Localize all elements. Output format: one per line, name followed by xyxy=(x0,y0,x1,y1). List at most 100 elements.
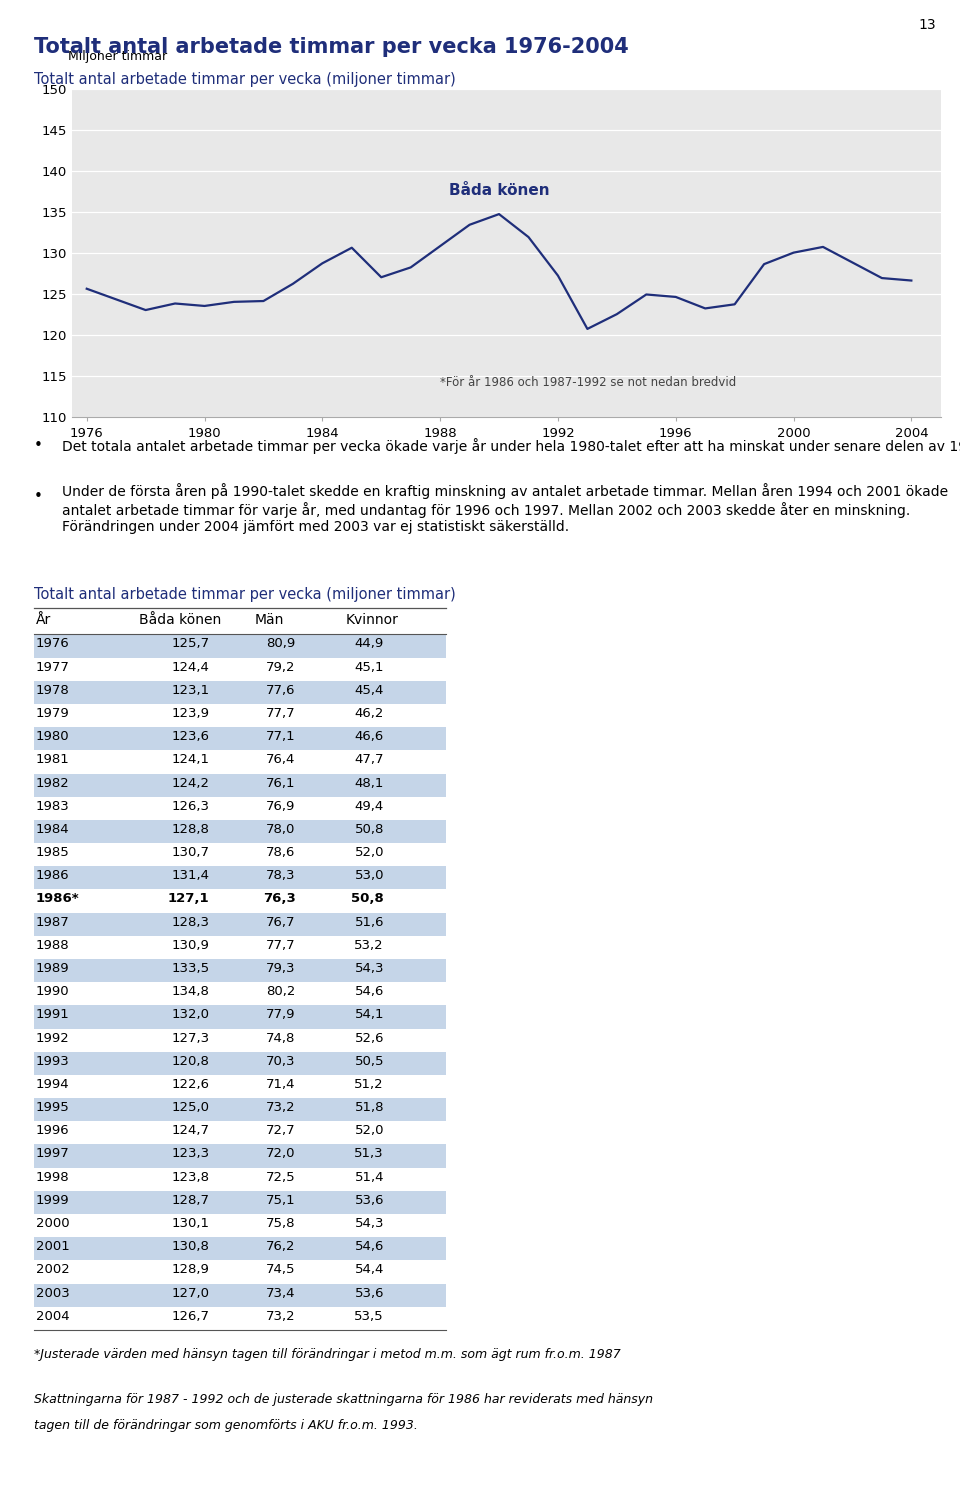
Text: 53,2: 53,2 xyxy=(354,939,384,951)
Text: 52,6: 52,6 xyxy=(354,1032,384,1045)
Text: 130,7: 130,7 xyxy=(171,845,209,859)
Text: 45,1: 45,1 xyxy=(354,661,384,674)
Text: 74,8: 74,8 xyxy=(266,1032,296,1045)
Text: 79,3: 79,3 xyxy=(266,962,296,975)
Text: 80,2: 80,2 xyxy=(266,986,296,997)
Text: 53,5: 53,5 xyxy=(354,1309,384,1323)
Text: 130,1: 130,1 xyxy=(171,1217,209,1230)
Text: 128,9: 128,9 xyxy=(172,1263,209,1276)
Text: 2000: 2000 xyxy=(36,1217,69,1230)
Text: 75,8: 75,8 xyxy=(266,1217,296,1230)
Text: 78,6: 78,6 xyxy=(266,845,296,859)
Text: tagen till de förändringar som genomförts i AKU fr.o.m. 1993.: tagen till de förändringar som genomfört… xyxy=(34,1419,418,1433)
Text: 2003: 2003 xyxy=(36,1287,69,1300)
Text: Män: Män xyxy=(254,613,284,626)
Text: 47,7: 47,7 xyxy=(354,753,384,766)
Text: 54,3: 54,3 xyxy=(354,1217,384,1230)
Text: 51,8: 51,8 xyxy=(354,1100,384,1114)
Text: 76,9: 76,9 xyxy=(266,799,296,813)
Text: 78,0: 78,0 xyxy=(266,823,296,836)
Text: 51,2: 51,2 xyxy=(354,1078,384,1091)
Text: 124,4: 124,4 xyxy=(172,661,209,674)
Text: 130,9: 130,9 xyxy=(172,939,209,951)
Text: 123,8: 123,8 xyxy=(171,1170,209,1184)
Text: 54,4: 54,4 xyxy=(354,1263,384,1276)
Text: 76,1: 76,1 xyxy=(266,777,296,790)
Text: 120,8: 120,8 xyxy=(172,1054,209,1068)
Text: 48,1: 48,1 xyxy=(354,777,384,790)
Text: 123,1: 123,1 xyxy=(171,684,209,696)
Text: 133,5: 133,5 xyxy=(171,962,209,975)
Text: •: • xyxy=(34,489,42,504)
Text: 128,8: 128,8 xyxy=(172,823,209,836)
Text: Totalt antal arbetade timmar per vecka 1976-2004: Totalt antal arbetade timmar per vecka 1… xyxy=(34,37,629,57)
Text: 125,7: 125,7 xyxy=(171,638,209,650)
Text: 53,6: 53,6 xyxy=(354,1287,384,1300)
Text: 76,2: 76,2 xyxy=(266,1241,296,1254)
Text: 124,2: 124,2 xyxy=(171,777,209,790)
Text: 77,1: 77,1 xyxy=(266,731,296,743)
Text: *För år 1986 och 1987-1992 se not nedan bredvid: *För år 1986 och 1987-1992 se not nedan … xyxy=(440,376,736,389)
Text: 78,3: 78,3 xyxy=(266,869,296,883)
Text: 128,3: 128,3 xyxy=(171,915,209,929)
Text: 51,4: 51,4 xyxy=(354,1170,384,1184)
Text: 1983: 1983 xyxy=(36,799,69,813)
Text: 72,7: 72,7 xyxy=(266,1124,296,1138)
Text: 73,2: 73,2 xyxy=(266,1309,296,1323)
Text: 1995: 1995 xyxy=(36,1100,69,1114)
Text: 1978: 1978 xyxy=(36,684,69,696)
Text: 126,3: 126,3 xyxy=(171,799,209,813)
Text: 72,0: 72,0 xyxy=(266,1148,296,1160)
Text: 72,5: 72,5 xyxy=(266,1170,296,1184)
Text: 13: 13 xyxy=(919,18,936,31)
Text: 1993: 1993 xyxy=(36,1054,69,1068)
Text: 1998: 1998 xyxy=(36,1170,69,1184)
Text: 123,3: 123,3 xyxy=(171,1148,209,1160)
Text: 53,0: 53,0 xyxy=(354,869,384,883)
Text: 50,8: 50,8 xyxy=(351,893,384,905)
Text: 124,1: 124,1 xyxy=(171,753,209,766)
Text: 1992: 1992 xyxy=(36,1032,69,1045)
Text: 122,6: 122,6 xyxy=(171,1078,209,1091)
Text: 1986*: 1986* xyxy=(36,893,79,905)
Text: •: • xyxy=(34,438,42,453)
Text: 50,8: 50,8 xyxy=(354,823,384,836)
Text: Totalt antal arbetade timmar per vecka (miljoner timmar): Totalt antal arbetade timmar per vecka (… xyxy=(34,587,455,602)
Text: Skattningarna för 1987 - 1992 och de justerade skattningarna för 1986 har revide: Skattningarna för 1987 - 1992 och de jus… xyxy=(34,1393,653,1406)
Text: 124,7: 124,7 xyxy=(171,1124,209,1138)
Text: 130,8: 130,8 xyxy=(172,1241,209,1254)
Text: 53,6: 53,6 xyxy=(354,1194,384,1206)
Text: 75,1: 75,1 xyxy=(266,1194,296,1206)
Text: 128,7: 128,7 xyxy=(171,1194,209,1206)
Text: 74,5: 74,5 xyxy=(266,1263,296,1276)
Text: 71,4: 71,4 xyxy=(266,1078,296,1091)
Text: 44,9: 44,9 xyxy=(355,638,384,650)
Text: 132,0: 132,0 xyxy=(171,1008,209,1021)
Text: 1976: 1976 xyxy=(36,638,69,650)
Text: 1999: 1999 xyxy=(36,1194,69,1206)
Text: 2004: 2004 xyxy=(36,1309,69,1323)
Text: 127,1: 127,1 xyxy=(168,893,209,905)
Text: 1984: 1984 xyxy=(36,823,69,836)
Text: Det totala antalet arbetade timmar per vecka ökade varje år under hela 1980-tale: Det totala antalet arbetade timmar per v… xyxy=(62,438,960,455)
Text: Båda könen: Båda könen xyxy=(449,183,549,198)
Text: 123,6: 123,6 xyxy=(171,731,209,743)
Text: 77,7: 77,7 xyxy=(266,707,296,720)
Text: 1982: 1982 xyxy=(36,777,69,790)
Text: 73,2: 73,2 xyxy=(266,1100,296,1114)
Text: 127,3: 127,3 xyxy=(171,1032,209,1045)
Text: 1986: 1986 xyxy=(36,869,69,883)
Text: 51,3: 51,3 xyxy=(354,1148,384,1160)
Text: 54,6: 54,6 xyxy=(354,986,384,997)
Text: Under de första åren på 1990-talet skedde en kraftig minskning av antalet arbeta: Under de första åren på 1990-talet skedd… xyxy=(62,483,948,534)
Text: 1988: 1988 xyxy=(36,939,69,951)
Text: 1985: 1985 xyxy=(36,845,69,859)
Text: 1990: 1990 xyxy=(36,986,69,997)
Text: *Justerade värden med hänsyn tagen till förändringar i metod m.m. som ägt rum fr: *Justerade värden med hänsyn tagen till … xyxy=(34,1348,620,1361)
Text: 1996: 1996 xyxy=(36,1124,69,1138)
Text: 76,4: 76,4 xyxy=(266,753,296,766)
Text: 134,8: 134,8 xyxy=(172,986,209,997)
Text: 1981: 1981 xyxy=(36,753,69,766)
Text: 76,3: 76,3 xyxy=(263,893,296,905)
Text: 131,4: 131,4 xyxy=(171,869,209,883)
